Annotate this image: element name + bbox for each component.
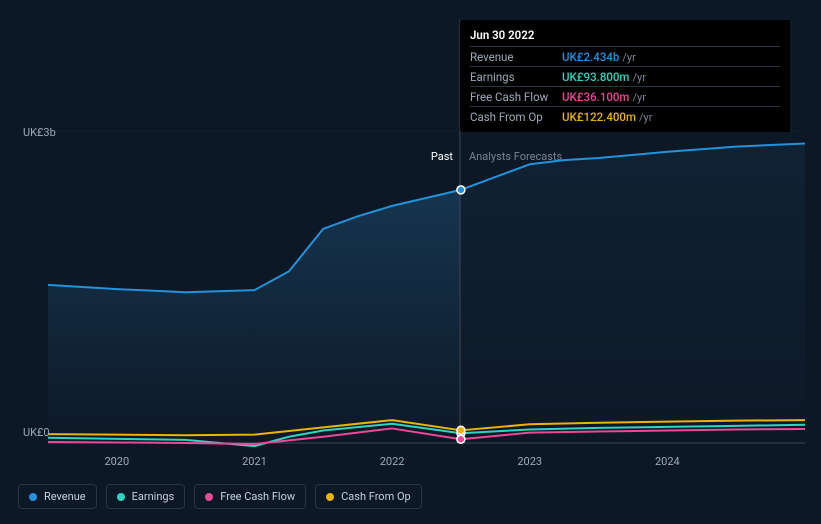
legend-item-cfo[interactable]: Cash From Op [315, 484, 422, 509]
x-tick-2021: 2021 [242, 455, 267, 468]
tooltip-value: UK£122.400m [562, 110, 636, 124]
x-tick-2022: 2022 [380, 455, 405, 468]
legend-label: Free Cash Flow [220, 490, 295, 503]
past-label: Past [431, 150, 453, 163]
revenue-area-past [48, 190, 461, 443]
financial-forecast-chart: UK£3b UK£0 Past Analysts Forecasts 2020 2… [0, 0, 821, 524]
tooltip-value: UK£36.100m [562, 90, 629, 104]
x-tick-2020: 2020 [104, 455, 129, 468]
chart-tooltip: Jun 30 2022 Revenue UK£2.434b /yr Earnin… [460, 20, 790, 132]
legend-label: Cash From Op [341, 490, 411, 503]
tooltip-date: Jun 30 2022 [470, 26, 780, 46]
tooltip-unit: /yr [639, 111, 652, 124]
tooltip-row-revenue: Revenue UK£2.434b /yr [470, 46, 780, 66]
tooltip-unit: /yr [622, 51, 635, 64]
tooltip-row-earnings: Earnings UK£93.800m /yr [470, 66, 780, 86]
legend-label: Earnings [132, 490, 175, 503]
tooltip-row-free-cash-flow: Free Cash Flow UK£36.100m /yr [470, 86, 780, 106]
tooltip-unit: /yr [632, 71, 645, 84]
y-tick-max: UK£3b [23, 126, 56, 139]
legend-item-revenue[interactable]: Revenue [18, 484, 97, 509]
tooltip-key: Revenue [470, 50, 562, 64]
legend-item-earnings[interactable]: Earnings [106, 484, 186, 509]
marker-fcf [457, 435, 465, 443]
tooltip-row-cash-from-op: Cash From Op UK£122.400m /yr [470, 106, 780, 126]
marker-cfo [457, 426, 465, 434]
tooltip-unit: /yr [632, 91, 645, 104]
y-tick-zero: UK£0 [23, 426, 50, 439]
legend-dot-icon [326, 493, 334, 501]
legend-dot-icon [29, 493, 37, 501]
legend-item-fcf[interactable]: Free Cash Flow [194, 484, 306, 509]
x-tick-2023: 2023 [517, 455, 542, 468]
legend-label: Revenue [44, 490, 86, 503]
tooltip-key: Earnings [470, 70, 562, 84]
legend-dot-icon [205, 493, 213, 501]
tooltip-value: UK£93.800m [562, 70, 629, 84]
legend-dot-icon [117, 493, 125, 501]
analysts-forecasts-label: Analysts Forecasts [469, 150, 562, 163]
tooltip-key: Free Cash Flow [470, 90, 562, 104]
chart-legend: Revenue Earnings Free Cash Flow Cash Fro… [18, 484, 422, 509]
tooltip-key: Cash From Op [470, 110, 562, 124]
revenue-area-future [461, 143, 805, 443]
x-tick-2024: 2024 [655, 455, 680, 468]
tooltip-value: UK£2.434b [562, 50, 619, 64]
marker-revenue [457, 186, 465, 194]
